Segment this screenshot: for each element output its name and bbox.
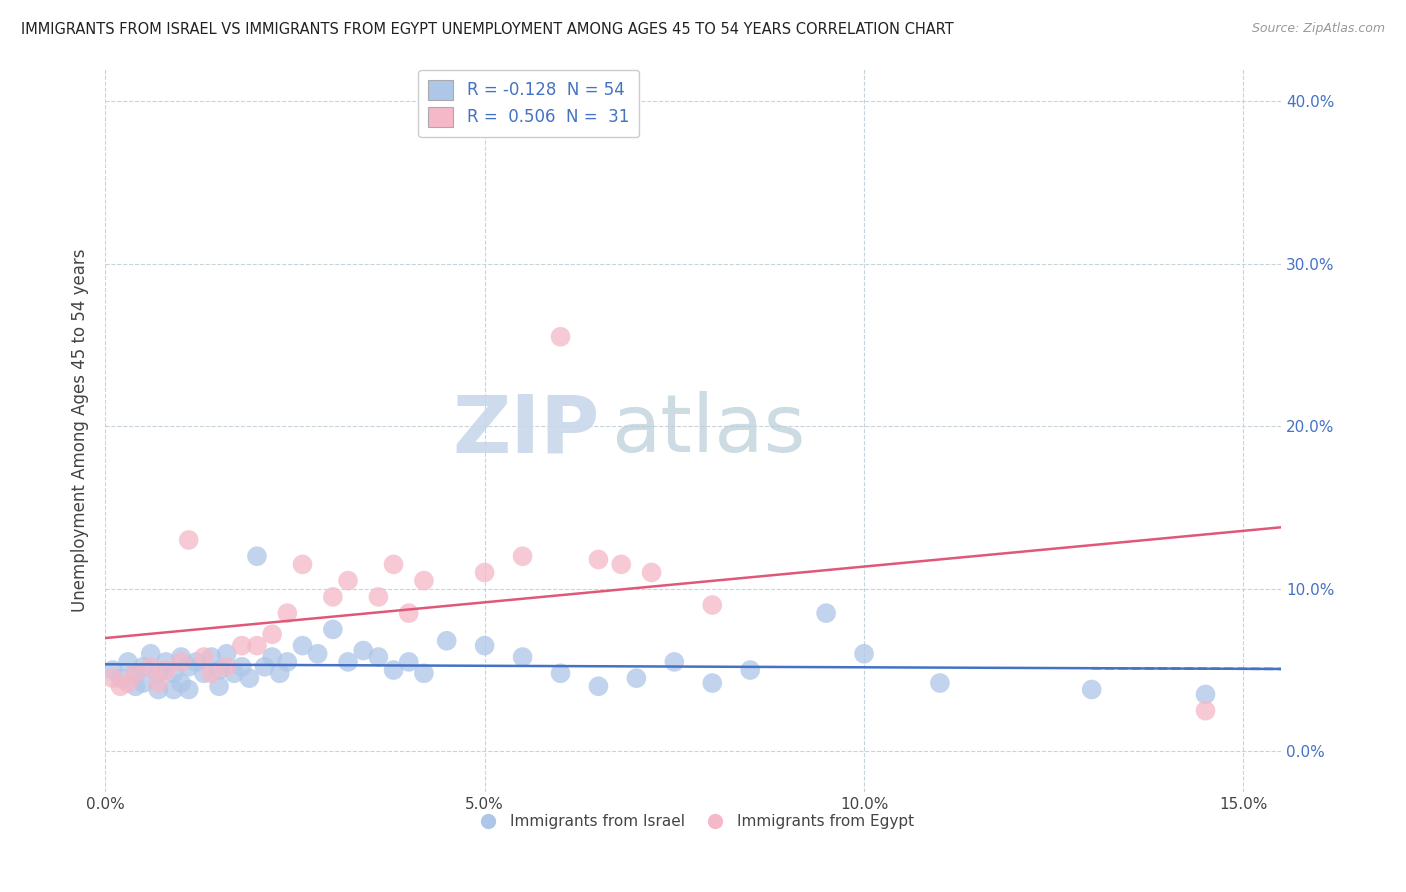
- Point: [238, 671, 260, 685]
- Point: [413, 574, 436, 588]
- Point: [322, 590, 344, 604]
- Point: [853, 647, 876, 661]
- Point: [382, 558, 405, 572]
- Point: [436, 633, 458, 648]
- Point: [269, 666, 291, 681]
- Point: [155, 655, 177, 669]
- Point: [124, 666, 146, 681]
- Point: [186, 655, 208, 669]
- Point: [664, 655, 686, 669]
- Point: [215, 647, 238, 661]
- Point: [200, 650, 222, 665]
- Point: [148, 682, 170, 697]
- Point: [110, 671, 132, 685]
- Point: [170, 650, 193, 665]
- Point: [193, 650, 215, 665]
- Point: [148, 676, 170, 690]
- Point: [253, 660, 276, 674]
- Point: [626, 671, 648, 685]
- Point: [322, 623, 344, 637]
- Point: [124, 679, 146, 693]
- Point: [276, 655, 298, 669]
- Point: [177, 533, 200, 547]
- Point: [1080, 682, 1102, 697]
- Point: [148, 666, 170, 681]
- Point: [262, 650, 284, 665]
- Point: [367, 590, 389, 604]
- Point: [215, 660, 238, 674]
- Point: [132, 676, 155, 690]
- Point: [1194, 687, 1216, 701]
- Point: [101, 663, 124, 677]
- Point: [170, 676, 193, 690]
- Point: [117, 676, 139, 690]
- Point: [110, 679, 132, 693]
- Point: [208, 663, 231, 677]
- Point: [588, 679, 610, 693]
- Point: [1194, 704, 1216, 718]
- Point: [291, 639, 314, 653]
- Point: [231, 660, 253, 674]
- Point: [512, 650, 534, 665]
- Point: [550, 330, 572, 344]
- Point: [177, 660, 200, 674]
- Point: [550, 666, 572, 681]
- Legend: Immigrants from Israel, Immigrants from Egypt: Immigrants from Israel, Immigrants from …: [467, 808, 920, 835]
- Point: [246, 549, 269, 564]
- Point: [352, 643, 374, 657]
- Text: IMMIGRANTS FROM ISRAEL VS IMMIGRANTS FROM EGYPT UNEMPLOYMENT AMONG AGES 45 TO 54: IMMIGRANTS FROM ISRAEL VS IMMIGRANTS FRO…: [21, 22, 953, 37]
- Point: [117, 655, 139, 669]
- Point: [367, 650, 389, 665]
- Point: [132, 660, 155, 674]
- Point: [162, 666, 184, 681]
- Y-axis label: Unemployment Among Ages 45 to 54 years: Unemployment Among Ages 45 to 54 years: [72, 249, 89, 612]
- Text: ZIP: ZIP: [451, 392, 599, 469]
- Point: [307, 647, 329, 661]
- Point: [101, 671, 124, 685]
- Point: [815, 606, 838, 620]
- Point: [337, 574, 360, 588]
- Point: [291, 558, 314, 572]
- Point: [262, 627, 284, 641]
- Point: [155, 663, 177, 677]
- Point: [740, 663, 762, 677]
- Point: [139, 647, 162, 661]
- Point: [382, 663, 405, 677]
- Point: [702, 676, 724, 690]
- Point: [588, 552, 610, 566]
- Point: [246, 639, 269, 653]
- Point: [170, 655, 193, 669]
- Text: Source: ZipAtlas.com: Source: ZipAtlas.com: [1251, 22, 1385, 36]
- Point: [702, 598, 724, 612]
- Point: [474, 639, 496, 653]
- Point: [162, 682, 184, 697]
- Point: [231, 639, 253, 653]
- Point: [337, 655, 360, 669]
- Point: [640, 566, 662, 580]
- Point: [474, 566, 496, 580]
- Point: [929, 676, 952, 690]
- Point: [139, 660, 162, 674]
- Point: [413, 666, 436, 681]
- Point: [224, 666, 246, 681]
- Point: [276, 606, 298, 620]
- Point: [200, 666, 222, 681]
- Point: [193, 666, 215, 681]
- Point: [610, 558, 633, 572]
- Point: [124, 666, 146, 681]
- Point: [512, 549, 534, 564]
- Point: [177, 682, 200, 697]
- Text: atlas: atlas: [612, 392, 806, 469]
- Point: [398, 606, 420, 620]
- Point: [398, 655, 420, 669]
- Point: [208, 679, 231, 693]
